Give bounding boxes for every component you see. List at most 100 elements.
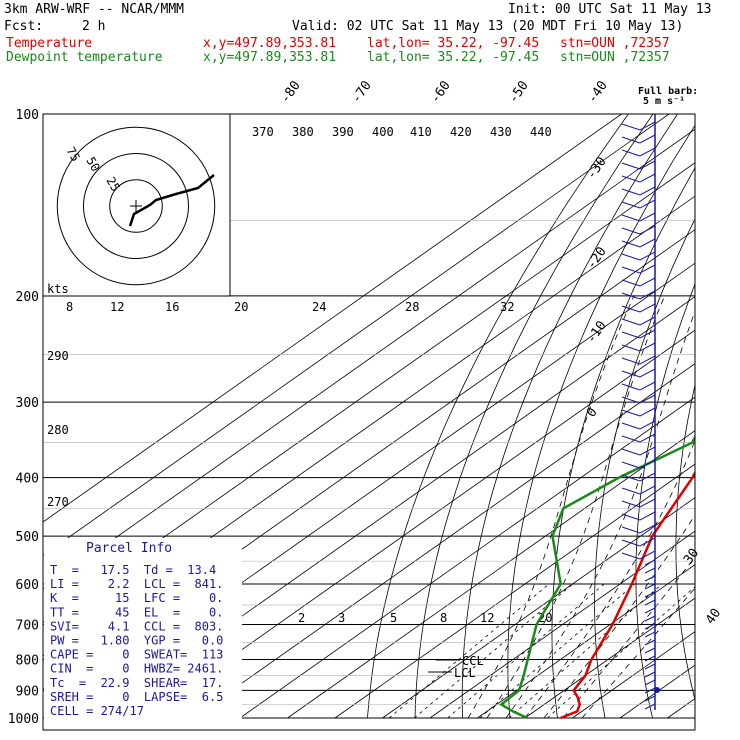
isotherm-label-right: -20 xyxy=(584,244,610,272)
temperature-xy: x,y=497.89,353.81 xyxy=(203,36,337,51)
wind-barb xyxy=(621,160,656,170)
mixing-ratio-line xyxy=(447,583,605,719)
hodograph-trace xyxy=(128,174,215,227)
moist-adiabat-label: 28 xyxy=(405,300,419,314)
forecast-value: 2 h xyxy=(82,19,106,34)
parcel-info-background xyxy=(44,538,242,728)
isotherm-label-top: -50 xyxy=(506,78,532,106)
wind-barb xyxy=(621,394,656,404)
mixing-ratio-lines xyxy=(388,583,695,719)
isotherm-label-top: -80 xyxy=(278,78,304,106)
wind-barb xyxy=(644,575,656,582)
wind-barb xyxy=(644,615,656,622)
temperature-station: stn=OUN ,72357 xyxy=(560,36,670,51)
wind-barb xyxy=(621,524,656,534)
moist-adiabat-label: 12 xyxy=(110,300,124,314)
pressure-tick-label: 200 xyxy=(16,290,39,305)
parcel-info-row: CELL = 274/17 xyxy=(50,704,144,718)
parcel-info-row: SREH = 0 LAPSE= 6.5 xyxy=(50,690,223,704)
wind-barb xyxy=(644,607,656,614)
wind-barb xyxy=(644,567,656,574)
wind-barb xyxy=(621,511,656,521)
wind-barb xyxy=(644,687,656,694)
theta-label-left: 270 xyxy=(47,495,69,509)
theta-label: 430 xyxy=(490,125,512,139)
mixing-ratio-label: 5 xyxy=(390,611,397,625)
parcel-info-row: Tc = 22.9 SHEAR= 17. xyxy=(50,676,223,690)
wind-barb xyxy=(644,591,656,598)
isotherm xyxy=(144,329,695,719)
mixing-ratio-label: 8 xyxy=(440,611,447,625)
isotherm xyxy=(43,128,695,590)
isotherm xyxy=(524,597,695,719)
barb-legend-line1: Full barb: xyxy=(638,86,698,97)
moist-adiabat xyxy=(562,556,695,719)
dry-adiabat xyxy=(635,283,695,719)
dry-adiabat xyxy=(594,218,695,719)
isotherm xyxy=(477,564,695,719)
parcel-info-row: CIN = 0 HWBZ= 2461. xyxy=(50,662,223,676)
lcl-annotation: LCL xyxy=(454,666,476,680)
dewpoint-station: stn=OUN ,72357 xyxy=(560,50,670,65)
parcel-info-row: LI = 2.2 LCL = 841. xyxy=(50,577,223,591)
wind-barb xyxy=(621,134,656,144)
wind-barb xyxy=(621,498,656,508)
pressure-tick-label: 600 xyxy=(16,578,39,593)
model-title: 3km ARW-WRF -- NCAR/MMM xyxy=(4,2,185,17)
moist-adiabat-label: 24 xyxy=(312,300,326,314)
moist-adiabat xyxy=(467,295,635,719)
moist-adiabat-label: 20 xyxy=(234,300,248,314)
isotherm xyxy=(192,363,695,719)
wind-barb xyxy=(621,238,656,248)
mixing-ratio-label: 3 xyxy=(338,611,345,625)
theta-label: 410 xyxy=(410,125,432,139)
wind-barb xyxy=(644,703,656,710)
moist-adiabat-label: 16 xyxy=(165,300,179,314)
isotherm xyxy=(382,497,695,719)
isotherm-label-top: -40 xyxy=(585,78,611,106)
wind-barb xyxy=(644,655,656,662)
wind-barb xyxy=(621,342,656,352)
wind-barb xyxy=(621,121,656,131)
wind-barb xyxy=(644,639,656,646)
dewpoint-latlon: lat,lon= 35.22, -97.45 xyxy=(367,50,540,65)
wind-barb xyxy=(621,433,656,443)
theta-label: 420 xyxy=(450,125,472,139)
wind-barb xyxy=(621,199,656,209)
dry-adiabat xyxy=(414,114,654,719)
parcel-info-row: TT = 45 EL = 0. xyxy=(50,605,223,619)
wind-barb xyxy=(621,264,656,274)
wind-barb xyxy=(621,186,656,196)
moist-adiabat xyxy=(524,439,695,719)
init-time: Init: 00 UTC Sat 11 May 13 xyxy=(508,2,712,17)
wind-barbs xyxy=(621,114,660,710)
temperature-legend-label: Temperature xyxy=(6,36,93,51)
wind-barb xyxy=(621,212,656,222)
dry-adiabat xyxy=(461,114,678,719)
hodograph-ring xyxy=(83,153,189,259)
pressure-tick-label: 900 xyxy=(16,684,39,699)
isotherm-label-lower-right: 40 xyxy=(703,606,724,627)
moist-adiabat xyxy=(581,587,695,719)
hodograph-ring xyxy=(109,179,163,233)
pressure-tick-label: 700 xyxy=(16,618,39,633)
wind-barb xyxy=(621,251,656,261)
dewpoint-xy: x,y=497.89,353.81 xyxy=(203,50,337,65)
valid-time: Valid: 02 UTC Sat 11 May 13 (20 MDT Fri … xyxy=(292,19,684,34)
wind-barb xyxy=(644,559,656,566)
theta-label: 370 xyxy=(252,125,274,139)
pressure-tick-label: 1000 xyxy=(8,712,39,727)
wind-barb xyxy=(644,695,656,702)
isotherm-label-top: -70 xyxy=(349,78,375,106)
isotherm xyxy=(43,114,622,523)
moist-adiabat xyxy=(543,514,695,719)
forecast-label: Fcst: xyxy=(4,19,44,34)
mixing-ratio-line xyxy=(388,583,550,719)
isotherm xyxy=(334,463,695,719)
theta-label: 400 xyxy=(372,125,394,139)
parcel-info-box: Parcel Info T = 17.5 Td = 13.4LI = 2.2 L… xyxy=(44,538,242,728)
wind-barb xyxy=(644,583,656,590)
wind-barb xyxy=(644,647,656,654)
mixing-ratio-label: 12 xyxy=(480,611,494,625)
